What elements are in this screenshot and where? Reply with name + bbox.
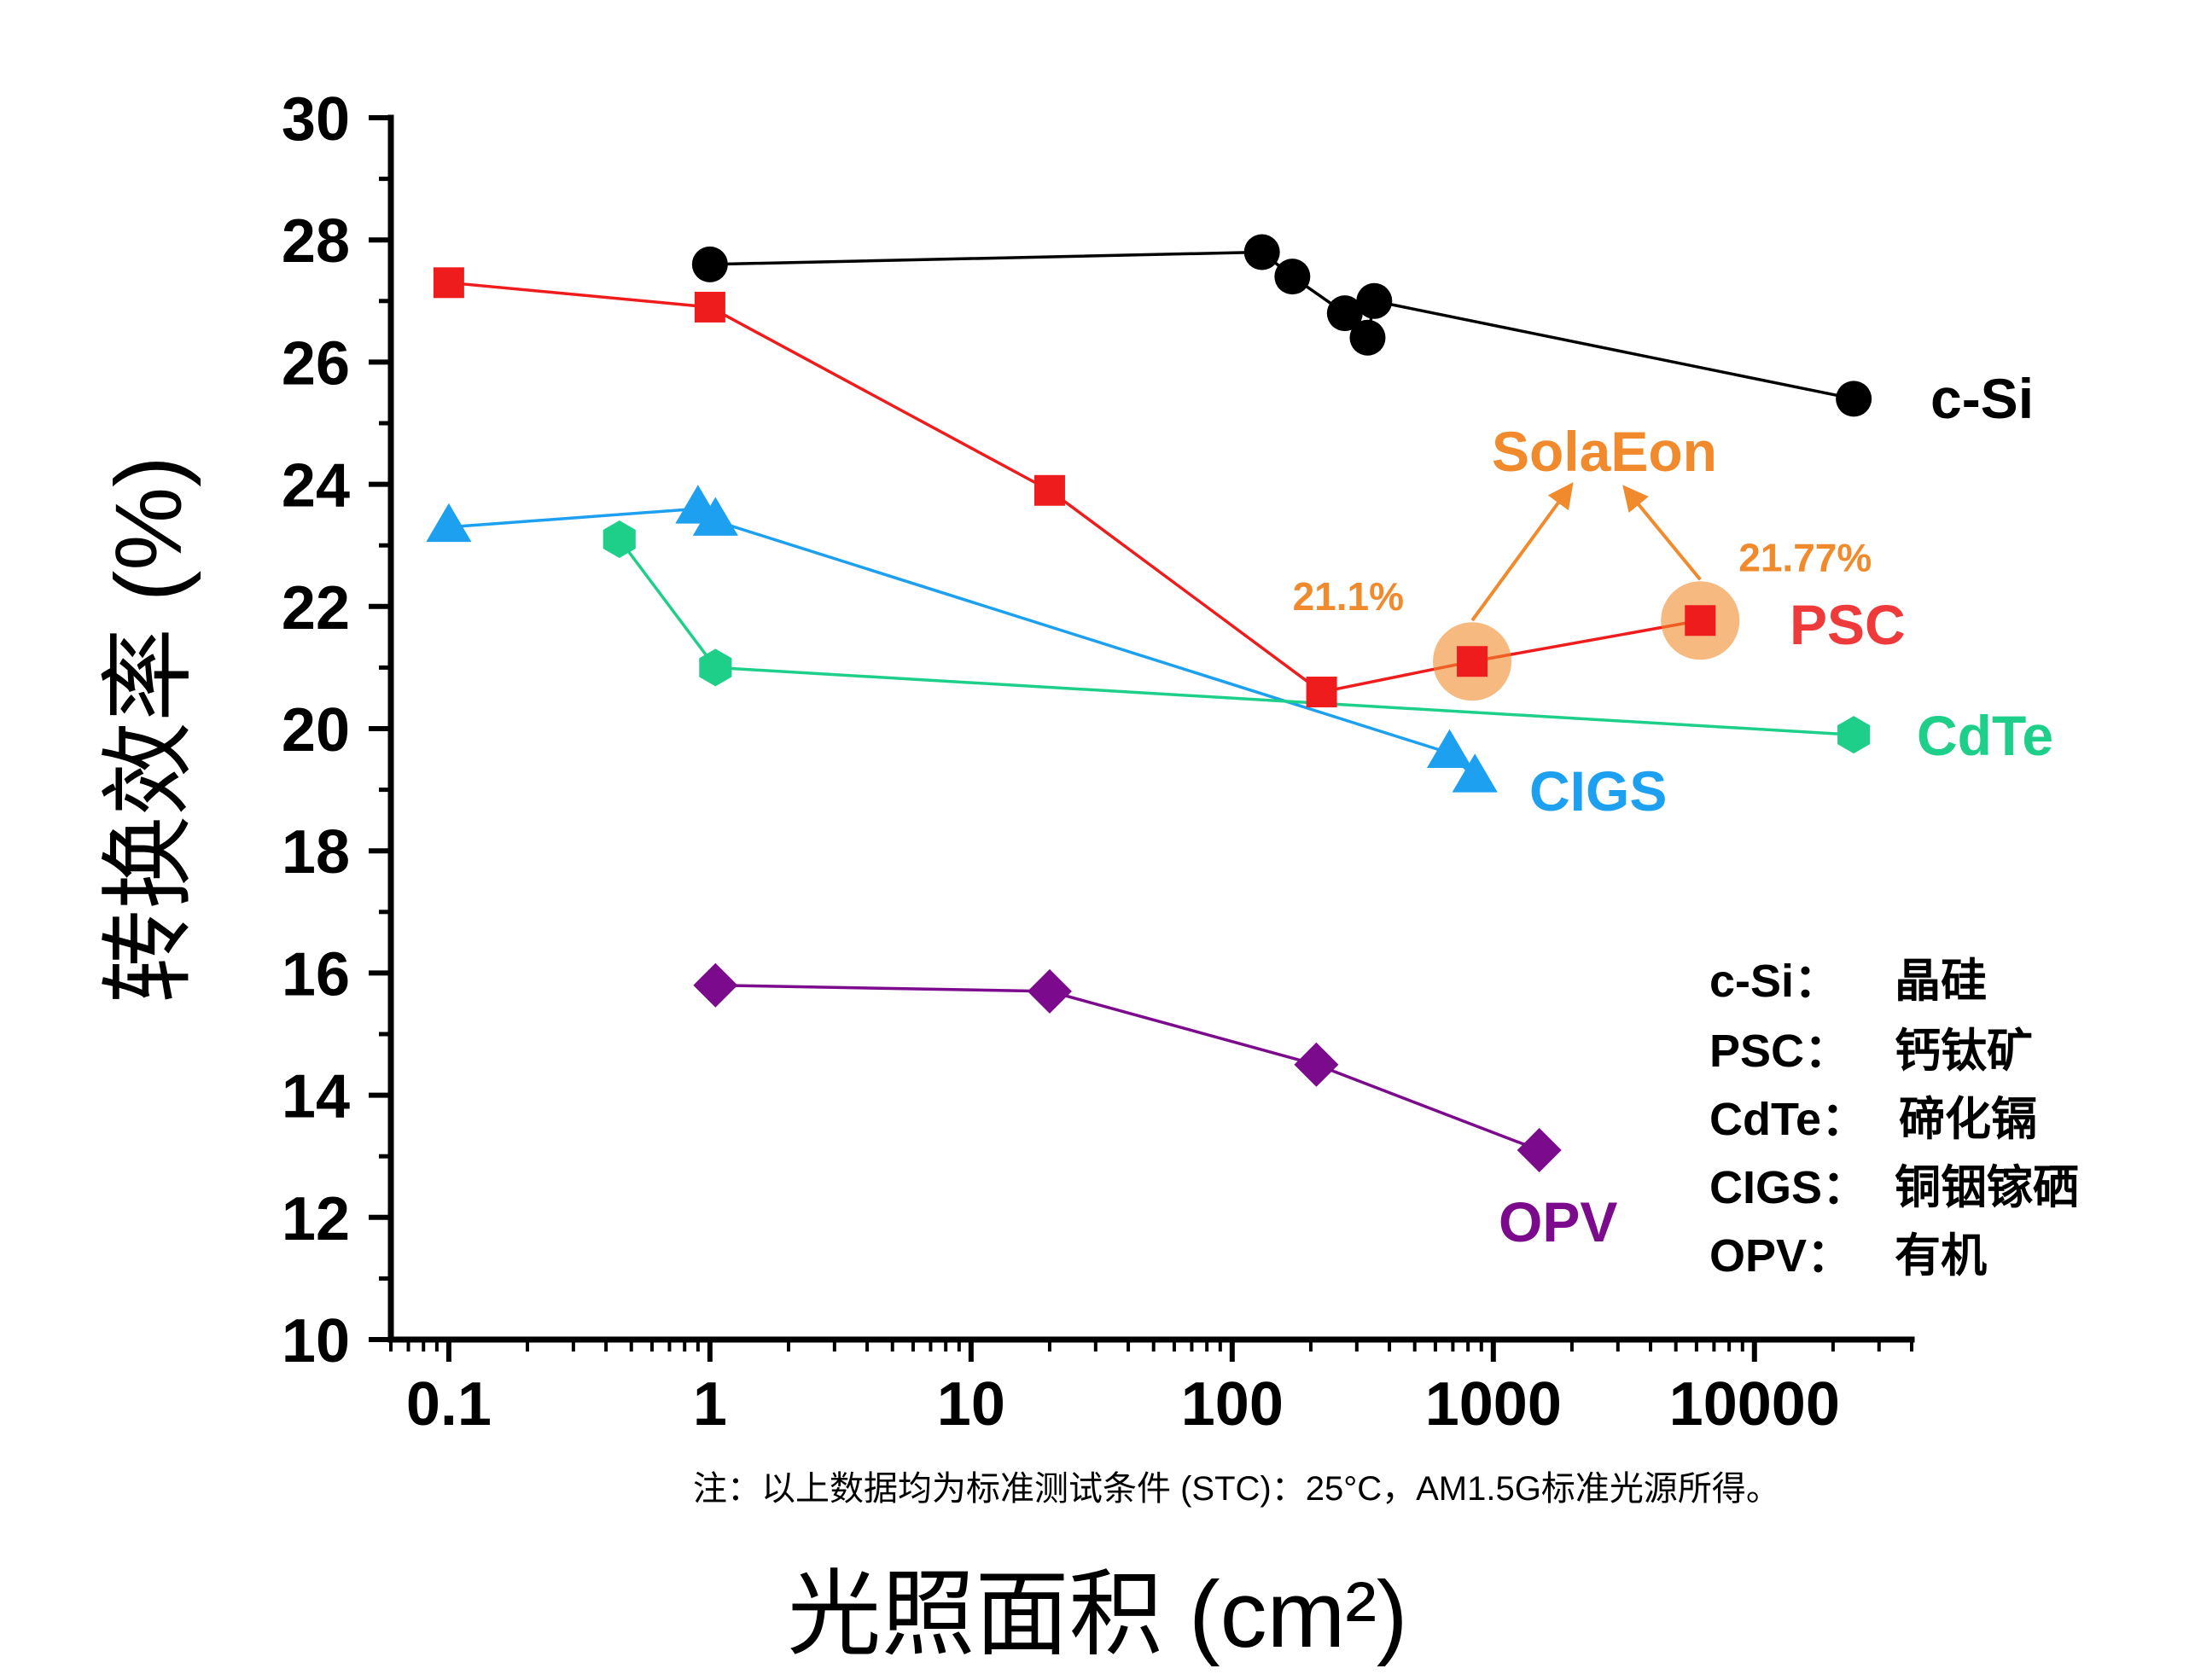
data-point-psc [1457,646,1488,677]
legend-name-psc: 钙钛矿 [1895,1026,2033,1077]
series-label-psc: PSC [1790,593,1906,656]
series-label-c-si: c-Si [1930,367,2034,430]
data-point-c-si [1243,234,1280,270]
series-label-opv: OPV [1499,1190,1617,1253]
series-line-cigs [448,507,1476,779]
y-tick-label: 10 [282,1307,350,1375]
data-point-psc [1685,605,1716,637]
highlight-value-label: 21.1% [1293,574,1404,619]
x-tick-label: 10 [937,1370,1005,1439]
series-label-cigs: CIGS [1529,759,1667,823]
data-point-cigs [692,497,738,536]
data-point-opv [693,962,738,1008]
data-point-cdte [699,648,732,687]
legend-abbr-c-si: c-Si： [1709,956,1840,1007]
data-point-psc [1033,474,1065,506]
data-point-c-si [1326,295,1363,332]
x-tick-label: 0.1 [406,1370,492,1439]
data-point-c-si [1836,381,1872,417]
legend-name-c-si: 晶硅 [1895,956,1987,1007]
x-axis-title: 光照面积 (cm²) [787,1562,1407,1667]
solaeon-highlights: SolaEon 21.1% 21.77% [1293,420,1872,701]
y-axis-title: 转换效率 (%) [96,456,201,1003]
series-label-cdte: CdTe [1917,704,2053,767]
data-point-c-si [1349,319,1386,356]
data-point-opv [1517,1128,1562,1173]
highlight-value-label: 21.77% [1738,535,1872,579]
y-tick-label: 14 [282,1063,350,1131]
x-tick-label: 10000 [1669,1370,1840,1439]
y-tick-label: 20 [282,696,350,764]
legend-abbr-cdte: CdTe： [1709,1094,1867,1145]
series-labels: c-Si PSC CIGS CdTe OPV [1499,367,2053,1253]
y-tick-label: 12 [282,1185,350,1253]
data-point-cdte [603,520,636,559]
series-lines [448,250,1854,1152]
data-point-opv [1027,968,1072,1014]
data-point-psc [1306,677,1337,708]
y-tick-label: 26 [282,329,350,398]
series-markers [426,234,1872,1173]
x-tick-label: 1000 [1425,1370,1562,1439]
solaeon-label: SolaEon [1492,420,1717,483]
axes: 10 12 14 16 18 20 22 24 26 28 30 0.1 1 10 100 1000 10000 [282,85,1915,1439]
x-tick-label: 1 [693,1370,727,1439]
data-point-cdte [1837,716,1871,754]
data-point-cigs [426,503,472,543]
series-line-psc [448,281,1701,694]
data-point-c-si [691,246,728,282]
series-line-opv [715,983,1540,1152]
data-point-psc [694,291,725,323]
data-point-psc [433,267,464,299]
data-point-cigs [1452,753,1498,793]
y-tick-label: 22 [282,574,350,642]
legend-abbr-cigs: CIGS： [1709,1162,1868,1213]
highlight-arrow [1622,485,1702,581]
x-tick-label: 100 [1181,1370,1284,1439]
legend-abbr-psc: PSC： [1709,1026,1850,1077]
legend: c-Si： 晶硅 PSC： 钙钛矿 CdTe： 碲化镉 CIGS： 铜铟镓硒 O… [1709,956,2079,1282]
y-tick-label: 16 [282,940,350,1009]
data-point-opv [1294,1042,1339,1087]
footnote: 注：以上数据均为标准测试条件 (STC)：25°C，AM1.5G标准光源所得。 [693,1470,1780,1508]
y-tick-label: 28 [282,207,350,276]
legend-name-cdte: 碲化镉 [1899,1094,2037,1145]
y-tick-label: 24 [282,452,350,520]
y-tick-label: 30 [282,85,350,154]
data-point-cigs [1426,729,1473,768]
legend-abbr-opv: OPV： [1709,1230,1853,1282]
data-point-c-si [1356,282,1393,319]
legend-name-opv: 有机 [1895,1230,1987,1282]
data-point-c-si [1274,259,1311,295]
y-tick-label: 18 [282,818,350,887]
legend-name-cigs: 铜铟镓硒 [1895,1162,2079,1213]
highlight-arrow [1470,482,1574,622]
